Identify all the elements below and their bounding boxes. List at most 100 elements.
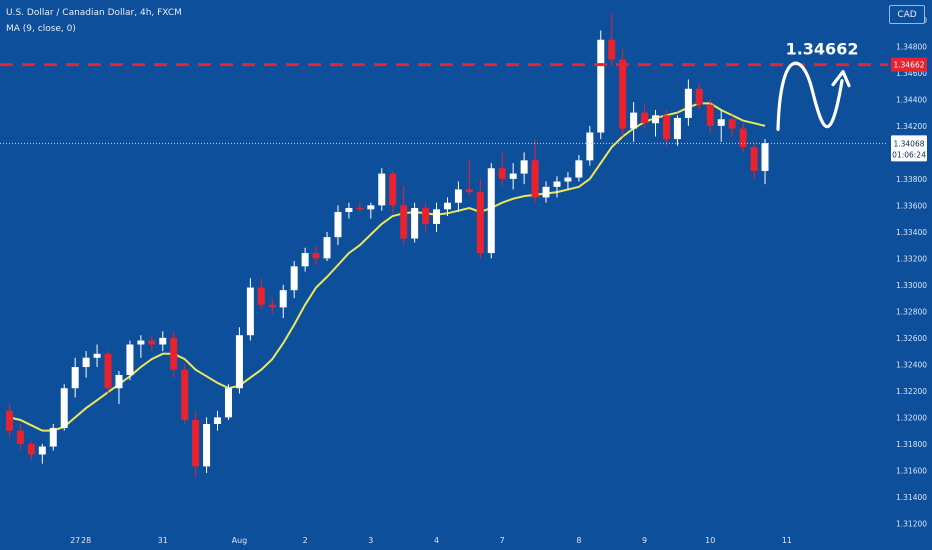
candle-up xyxy=(224,388,232,418)
candle-up xyxy=(159,337,167,345)
candle-down xyxy=(27,443,35,455)
y-tick-label: 1.34600 xyxy=(896,69,927,78)
candle-up xyxy=(673,117,681,140)
candle-up xyxy=(684,88,692,118)
candle-down xyxy=(465,189,473,193)
candle-down xyxy=(608,39,616,60)
overlays: 1.34662 xyxy=(0,40,888,144)
candle-up xyxy=(443,202,451,210)
projection-target-label: 1.34662 xyxy=(786,40,859,59)
candle-up xyxy=(323,237,331,259)
projection-arrowhead xyxy=(831,70,851,88)
candle-up xyxy=(586,132,594,161)
candle-down xyxy=(400,205,408,239)
candle-down xyxy=(422,208,430,224)
candle-down xyxy=(104,353,112,389)
candle-down xyxy=(192,420,200,467)
projection-curve xyxy=(776,61,844,131)
candle-down xyxy=(16,430,24,444)
x-tick-label: 7 xyxy=(500,536,505,545)
candle-up xyxy=(214,417,222,424)
candle-up xyxy=(575,160,583,178)
candle-up xyxy=(564,177,572,182)
candle-up xyxy=(38,446,46,455)
candle-up xyxy=(411,208,419,239)
current-price-tag xyxy=(891,135,927,162)
x-tick-label: 8 xyxy=(576,536,581,545)
y-tick-label: 1.33000 xyxy=(896,281,927,290)
x-tick-label: 28 xyxy=(81,536,91,545)
x-tick-label: 3 xyxy=(368,536,373,545)
candle-down xyxy=(389,173,397,206)
y-tick-label: 1.31800 xyxy=(896,440,927,449)
candle-down xyxy=(312,253,320,259)
candle-up xyxy=(717,119,725,126)
price-tags: 1.34662 1.34068 01:06:24 xyxy=(891,57,927,162)
candle-up xyxy=(49,427,57,447)
x-tick-label: 27 xyxy=(70,536,80,545)
y-tick-label: 1.34800 xyxy=(896,42,927,51)
candle-up xyxy=(454,189,462,203)
y-tick-label: 1.33800 xyxy=(896,175,927,184)
candle-down xyxy=(181,369,189,421)
candle-up xyxy=(345,208,353,212)
candle-up xyxy=(367,205,375,210)
y-tick-label: 1.31200 xyxy=(896,519,927,528)
candle-up xyxy=(82,357,90,368)
candle-up xyxy=(597,39,605,133)
y-tick-label: 1.34200 xyxy=(896,122,927,131)
candle-up xyxy=(246,287,254,336)
candle-up xyxy=(433,209,441,224)
candle-up xyxy=(71,367,79,389)
candle-up xyxy=(301,253,309,267)
x-tick-label: 9 xyxy=(642,536,647,545)
candle-down xyxy=(498,168,506,179)
indicator-legend[interactable]: MA (9, close, 0) xyxy=(6,24,76,34)
candle-up xyxy=(487,168,495,254)
candle-down xyxy=(728,119,736,129)
candle-up xyxy=(509,173,517,179)
currency-button[interactable]: CAD xyxy=(889,5,925,24)
candle-up xyxy=(553,181,561,187)
candle-down xyxy=(531,160,539,198)
candles xyxy=(5,13,769,477)
candle-up xyxy=(93,353,101,358)
candle-down xyxy=(257,287,265,305)
candle-down xyxy=(706,104,714,126)
candle-down xyxy=(268,304,276,308)
y-tick-label: 1.33600 xyxy=(896,201,927,210)
candle-up xyxy=(137,340,145,345)
y-tick-label: 1.34400 xyxy=(896,95,927,104)
x-tick-label: Aug xyxy=(232,536,248,545)
resistance-price-label: 1.34662 xyxy=(893,61,924,70)
candle-up xyxy=(761,143,769,171)
x-tick-label: 11 xyxy=(782,536,792,545)
y-tick-label: 1.32400 xyxy=(896,360,927,369)
candle-up xyxy=(520,160,528,174)
candle-up xyxy=(652,115,660,124)
candle-down xyxy=(476,192,484,254)
candle-down xyxy=(356,208,364,210)
candle-down xyxy=(695,88,703,105)
candle-up xyxy=(290,266,298,291)
current-price-label: 1.34068 xyxy=(893,139,924,148)
candle-up xyxy=(115,374,123,389)
resistance-price-tag xyxy=(891,57,927,72)
candle-up xyxy=(203,424,211,467)
candle-down xyxy=(750,147,758,171)
candle-down xyxy=(148,340,156,345)
candle-up xyxy=(378,173,386,206)
candle-up xyxy=(630,112,638,129)
chart-title: U.S. Dollar / Canadian Dollar, 4h, FXCM xyxy=(6,8,182,18)
y-tick-label: 1.32800 xyxy=(896,307,927,316)
candle-down xyxy=(662,115,670,140)
countdown-label: 01:06:24 xyxy=(892,150,926,159)
time-axis[interactable]: 27 28 31 Aug 2 3 4 7 8 9 10 11 xyxy=(70,536,792,545)
x-tick-label: 10 xyxy=(705,536,715,545)
candle-up xyxy=(235,335,243,389)
ma-layer xyxy=(9,102,766,432)
candle-down xyxy=(641,112,649,124)
candle-up xyxy=(60,388,68,428)
